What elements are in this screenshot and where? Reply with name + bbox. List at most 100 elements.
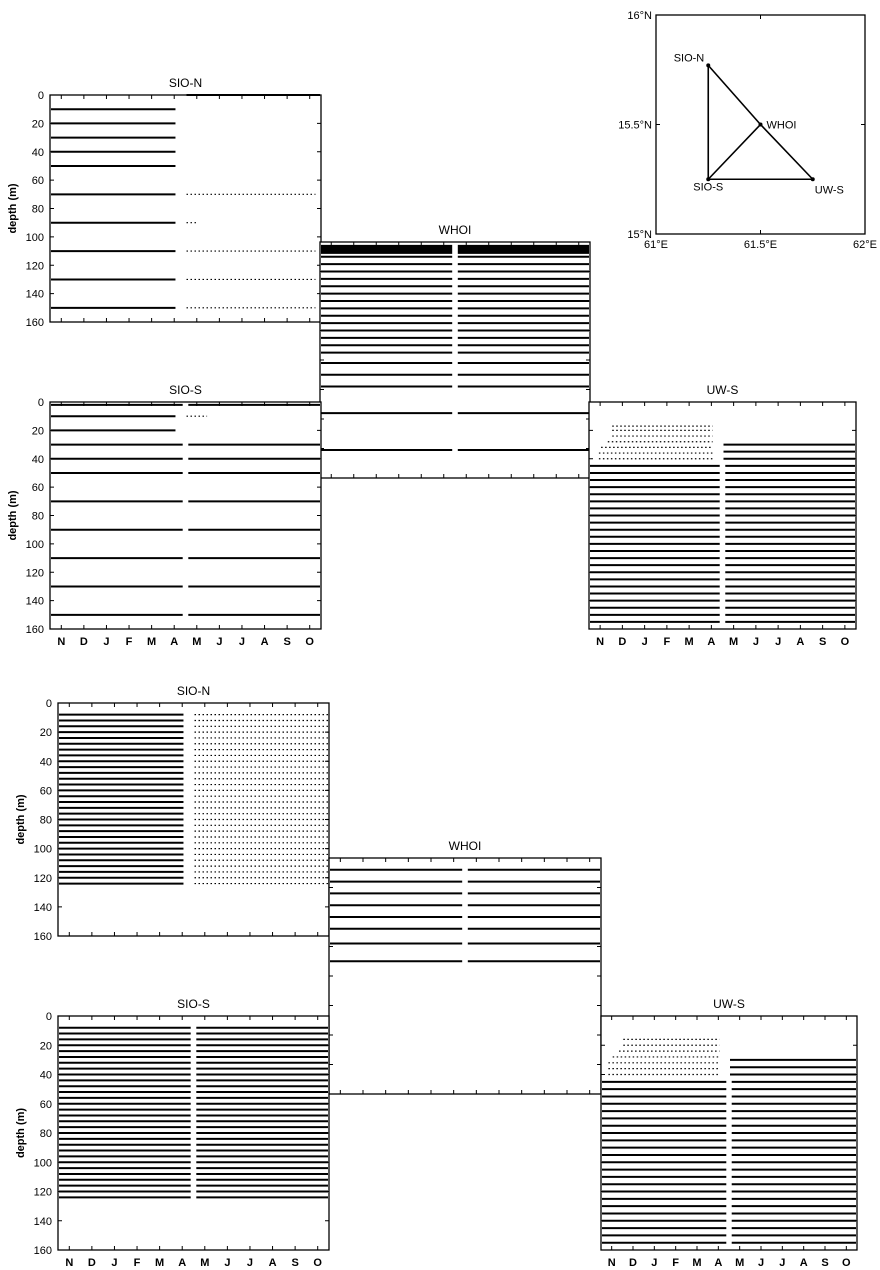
panel-title: SIO-N <box>177 684 210 698</box>
month-tick-label: D <box>618 636 626 648</box>
month-tick-label: J <box>239 636 245 648</box>
y-tick-label: 120 <box>34 873 52 885</box>
y-tick-label: 160 <box>26 317 44 329</box>
y-tick-label: 120 <box>26 260 44 272</box>
month-tick-label: N <box>57 636 65 648</box>
y-tick-label: 120 <box>26 567 44 579</box>
mooring-link-line <box>707 123 762 180</box>
panel-title: SIO-S <box>169 383 202 397</box>
depth-panel-2: WHOI <box>319 223 591 479</box>
y-tick-label: 0 <box>38 90 44 102</box>
lon-tick-label: 62°E <box>853 239 877 251</box>
depth-panel-3: SIO-S 0 20 40 60 80 100 120 140 160 N D J F M A M J J A S Ode… <box>7 383 322 648</box>
month-tick-label: M <box>147 636 156 648</box>
y-tick-label: 60 <box>32 175 44 187</box>
y-tick-label: 20 <box>40 1040 52 1052</box>
y-tick-label: 20 <box>32 118 44 130</box>
month-tick-label: F <box>664 636 671 648</box>
panel-frame <box>328 857 602 1095</box>
depth-panel-6: WHOI <box>328 839 602 1095</box>
y-tick-label: 140 <box>26 596 44 608</box>
y-tick-label: 140 <box>34 902 52 914</box>
mooring-label: UW-S <box>815 184 844 196</box>
mooring-point <box>706 177 711 182</box>
y-tick-label: 160 <box>34 931 52 943</box>
mooring-label: WHOI <box>767 120 797 132</box>
y-tick-label: 140 <box>34 1216 52 1228</box>
y-tick-label: 60 <box>40 785 52 797</box>
month-tick-label: O <box>842 1257 851 1269</box>
y-axis-label: depth (m) <box>7 183 19 233</box>
y-tick-label: 80 <box>40 1128 52 1140</box>
mooring-label: SIO-S <box>693 181 723 193</box>
y-tick-label: 0 <box>46 1011 52 1023</box>
month-tick-label: J <box>247 1257 253 1269</box>
depth-panel-4: UW-S N D J F M A M J J A S O <box>588 383 857 648</box>
month-tick-label: J <box>103 636 109 648</box>
y-tick-label: 140 <box>26 289 44 301</box>
month-tick-label: J <box>111 1257 117 1269</box>
y-axis-label: depth (m) <box>7 490 19 540</box>
month-tick-label: J <box>779 1257 785 1269</box>
month-tick-label: J <box>224 1257 230 1269</box>
month-tick-label: O <box>841 636 850 648</box>
month-tick-label: M <box>729 636 738 648</box>
y-tick-label: 120 <box>34 1187 52 1199</box>
month-tick-label: A <box>261 636 269 648</box>
month-tick-label: O <box>313 1257 322 1269</box>
mooring-location-map: 16°N 15.5°N 15°N61°E 61.5°E 62°E SIO-N WHOI SIO… <box>618 10 877 251</box>
month-tick-label: M <box>200 1257 209 1269</box>
panel-title: SIO-N <box>169 76 202 90</box>
mooring-point <box>810 177 815 182</box>
month-tick-label: A <box>796 636 804 648</box>
y-axis-label: depth (m) <box>15 794 27 844</box>
mooring-link-line <box>759 123 814 180</box>
panel-frame <box>49 401 322 630</box>
month-tick-label: A <box>170 636 178 648</box>
mooring-point <box>706 63 711 68</box>
month-tick-label: S <box>283 636 290 648</box>
y-tick-label: 60 <box>32 482 44 494</box>
depth-panel-7: SIO-S 0 20 40 60 80 100 120 140 160 N D J F M A M J J A S Ode… <box>15 997 330 1269</box>
month-tick-label: N <box>608 1257 616 1269</box>
lat-tick-label: 15.5°N <box>618 120 652 132</box>
panel-frame <box>319 241 591 479</box>
lat-tick-label: 15°N <box>627 229 652 241</box>
month-tick-label: J <box>758 1257 764 1269</box>
month-tick-label: D <box>629 1257 637 1269</box>
panels-layer: SIO-N 0 20 40 60 80 100 120 140 160 depth (m) WHOI S… <box>7 76 858 1269</box>
y-tick-label: 100 <box>26 539 44 551</box>
month-tick-label: J <box>642 636 648 648</box>
month-tick-label: M <box>735 1257 744 1269</box>
month-tick-label: A <box>800 1257 808 1269</box>
month-tick-label: M <box>155 1257 164 1269</box>
month-tick-label: S <box>821 1257 828 1269</box>
y-tick-label: 0 <box>38 397 44 409</box>
month-tick-label: A <box>178 1257 186 1269</box>
lat-tick-label: 16°N <box>627 10 652 22</box>
mooring-label: SIO-N <box>674 52 705 64</box>
mooring-link-line <box>707 64 762 126</box>
depth-panel-1: SIO-N 0 20 40 60 80 100 120 140 160 depth (m) <box>7 76 322 329</box>
panel-frame <box>49 94 322 323</box>
month-tick-label: A <box>714 1257 722 1269</box>
month-tick-label: S <box>291 1257 298 1269</box>
panel-title: SIO-S <box>177 997 210 1011</box>
month-tick-label: M <box>192 636 201 648</box>
month-tick-label: J <box>216 636 222 648</box>
y-tick-label: 100 <box>34 844 52 856</box>
y-tick-label: 100 <box>26 232 44 244</box>
y-tick-label: 100 <box>34 1157 52 1169</box>
month-tick-label: D <box>80 636 88 648</box>
y-tick-label: 80 <box>32 204 44 216</box>
month-tick-label: F <box>672 1257 679 1269</box>
y-tick-label: 80 <box>32 511 44 523</box>
panel-title: WHOI <box>449 839 482 853</box>
panel-title: UW-S <box>713 997 745 1011</box>
month-tick-label: N <box>596 636 604 648</box>
y-tick-label: 40 <box>32 147 44 159</box>
month-tick-label: S <box>819 636 826 648</box>
y-tick-label: 20 <box>32 425 44 437</box>
month-tick-label: M <box>685 636 694 648</box>
